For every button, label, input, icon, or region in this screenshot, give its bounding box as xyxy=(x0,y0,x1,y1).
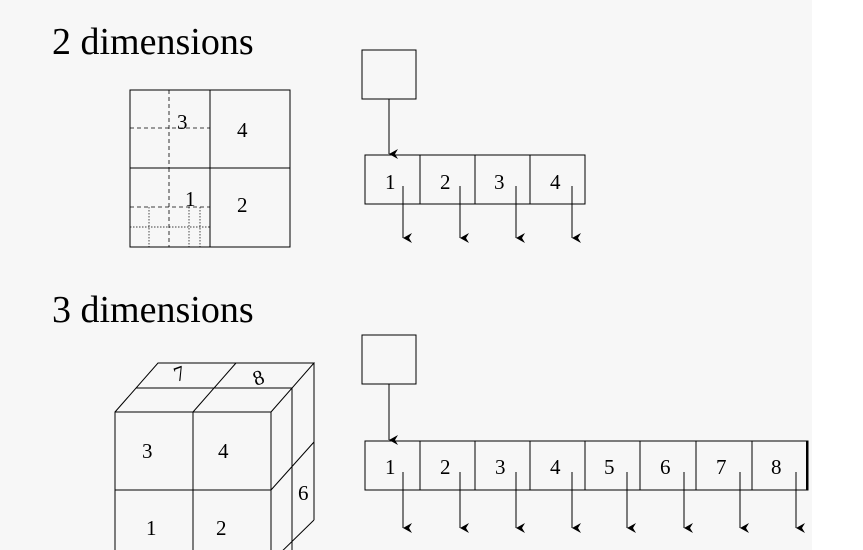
cube-front-label-4: 4 xyxy=(218,439,229,463)
child-array-3d xyxy=(364,440,809,491)
quad-label-2: 2 xyxy=(237,193,248,217)
child-cell-2d-2: 2 xyxy=(440,170,451,194)
quad-label-4: 4 xyxy=(237,118,248,142)
cube-top-label-7: 7 xyxy=(170,361,188,387)
cube-front-label-3: 3 xyxy=(142,439,153,463)
child-cell-3d-7: 7 xyxy=(716,455,727,479)
child-cell-3d-4: 4 xyxy=(550,455,561,479)
child-cell-3d-8: 8 xyxy=(771,455,782,479)
octree-cube: 3 4 1 2 7 8 6 xyxy=(114,361,316,550)
tree-node-2d: 1 2 3 4 xyxy=(361,49,586,243)
parent-node-box-3d xyxy=(361,334,417,385)
cube-top-label-8: 8 xyxy=(249,365,267,391)
cube-front-label-2: 2 xyxy=(216,516,227,540)
child-cell-2d-3: 3 xyxy=(494,170,505,194)
heading-2-dimensions: 2 dimensions xyxy=(52,21,254,63)
quadtree-square: 3 4 1 2 xyxy=(129,89,291,248)
diagram-background xyxy=(0,0,812,550)
child-cell-2d-1: 1 xyxy=(385,170,396,194)
child-cell-3d-1: 1 xyxy=(385,455,396,479)
child-cell-3d-6: 6 xyxy=(660,455,671,479)
quad-label-3: 3 xyxy=(177,110,188,134)
child-cell-2d-4: 4 xyxy=(550,170,561,194)
parent-node-box-2d xyxy=(361,49,417,100)
child-cell-3d-3: 3 xyxy=(495,455,506,479)
cube-front-label-1: 1 xyxy=(146,516,157,540)
cube-side-horizontal-split xyxy=(270,441,315,491)
child-cell-3d-2: 2 xyxy=(440,455,451,479)
cube-side-label-6: 6 xyxy=(298,481,309,505)
child-cell-3d-5: 5 xyxy=(604,455,615,479)
tree-node-3d: 1 2 3 4 5 6 7 8 xyxy=(361,334,809,533)
heading-3-dimensions: 3 dimensions xyxy=(52,289,254,331)
quad-label-1: 1 xyxy=(185,187,196,211)
